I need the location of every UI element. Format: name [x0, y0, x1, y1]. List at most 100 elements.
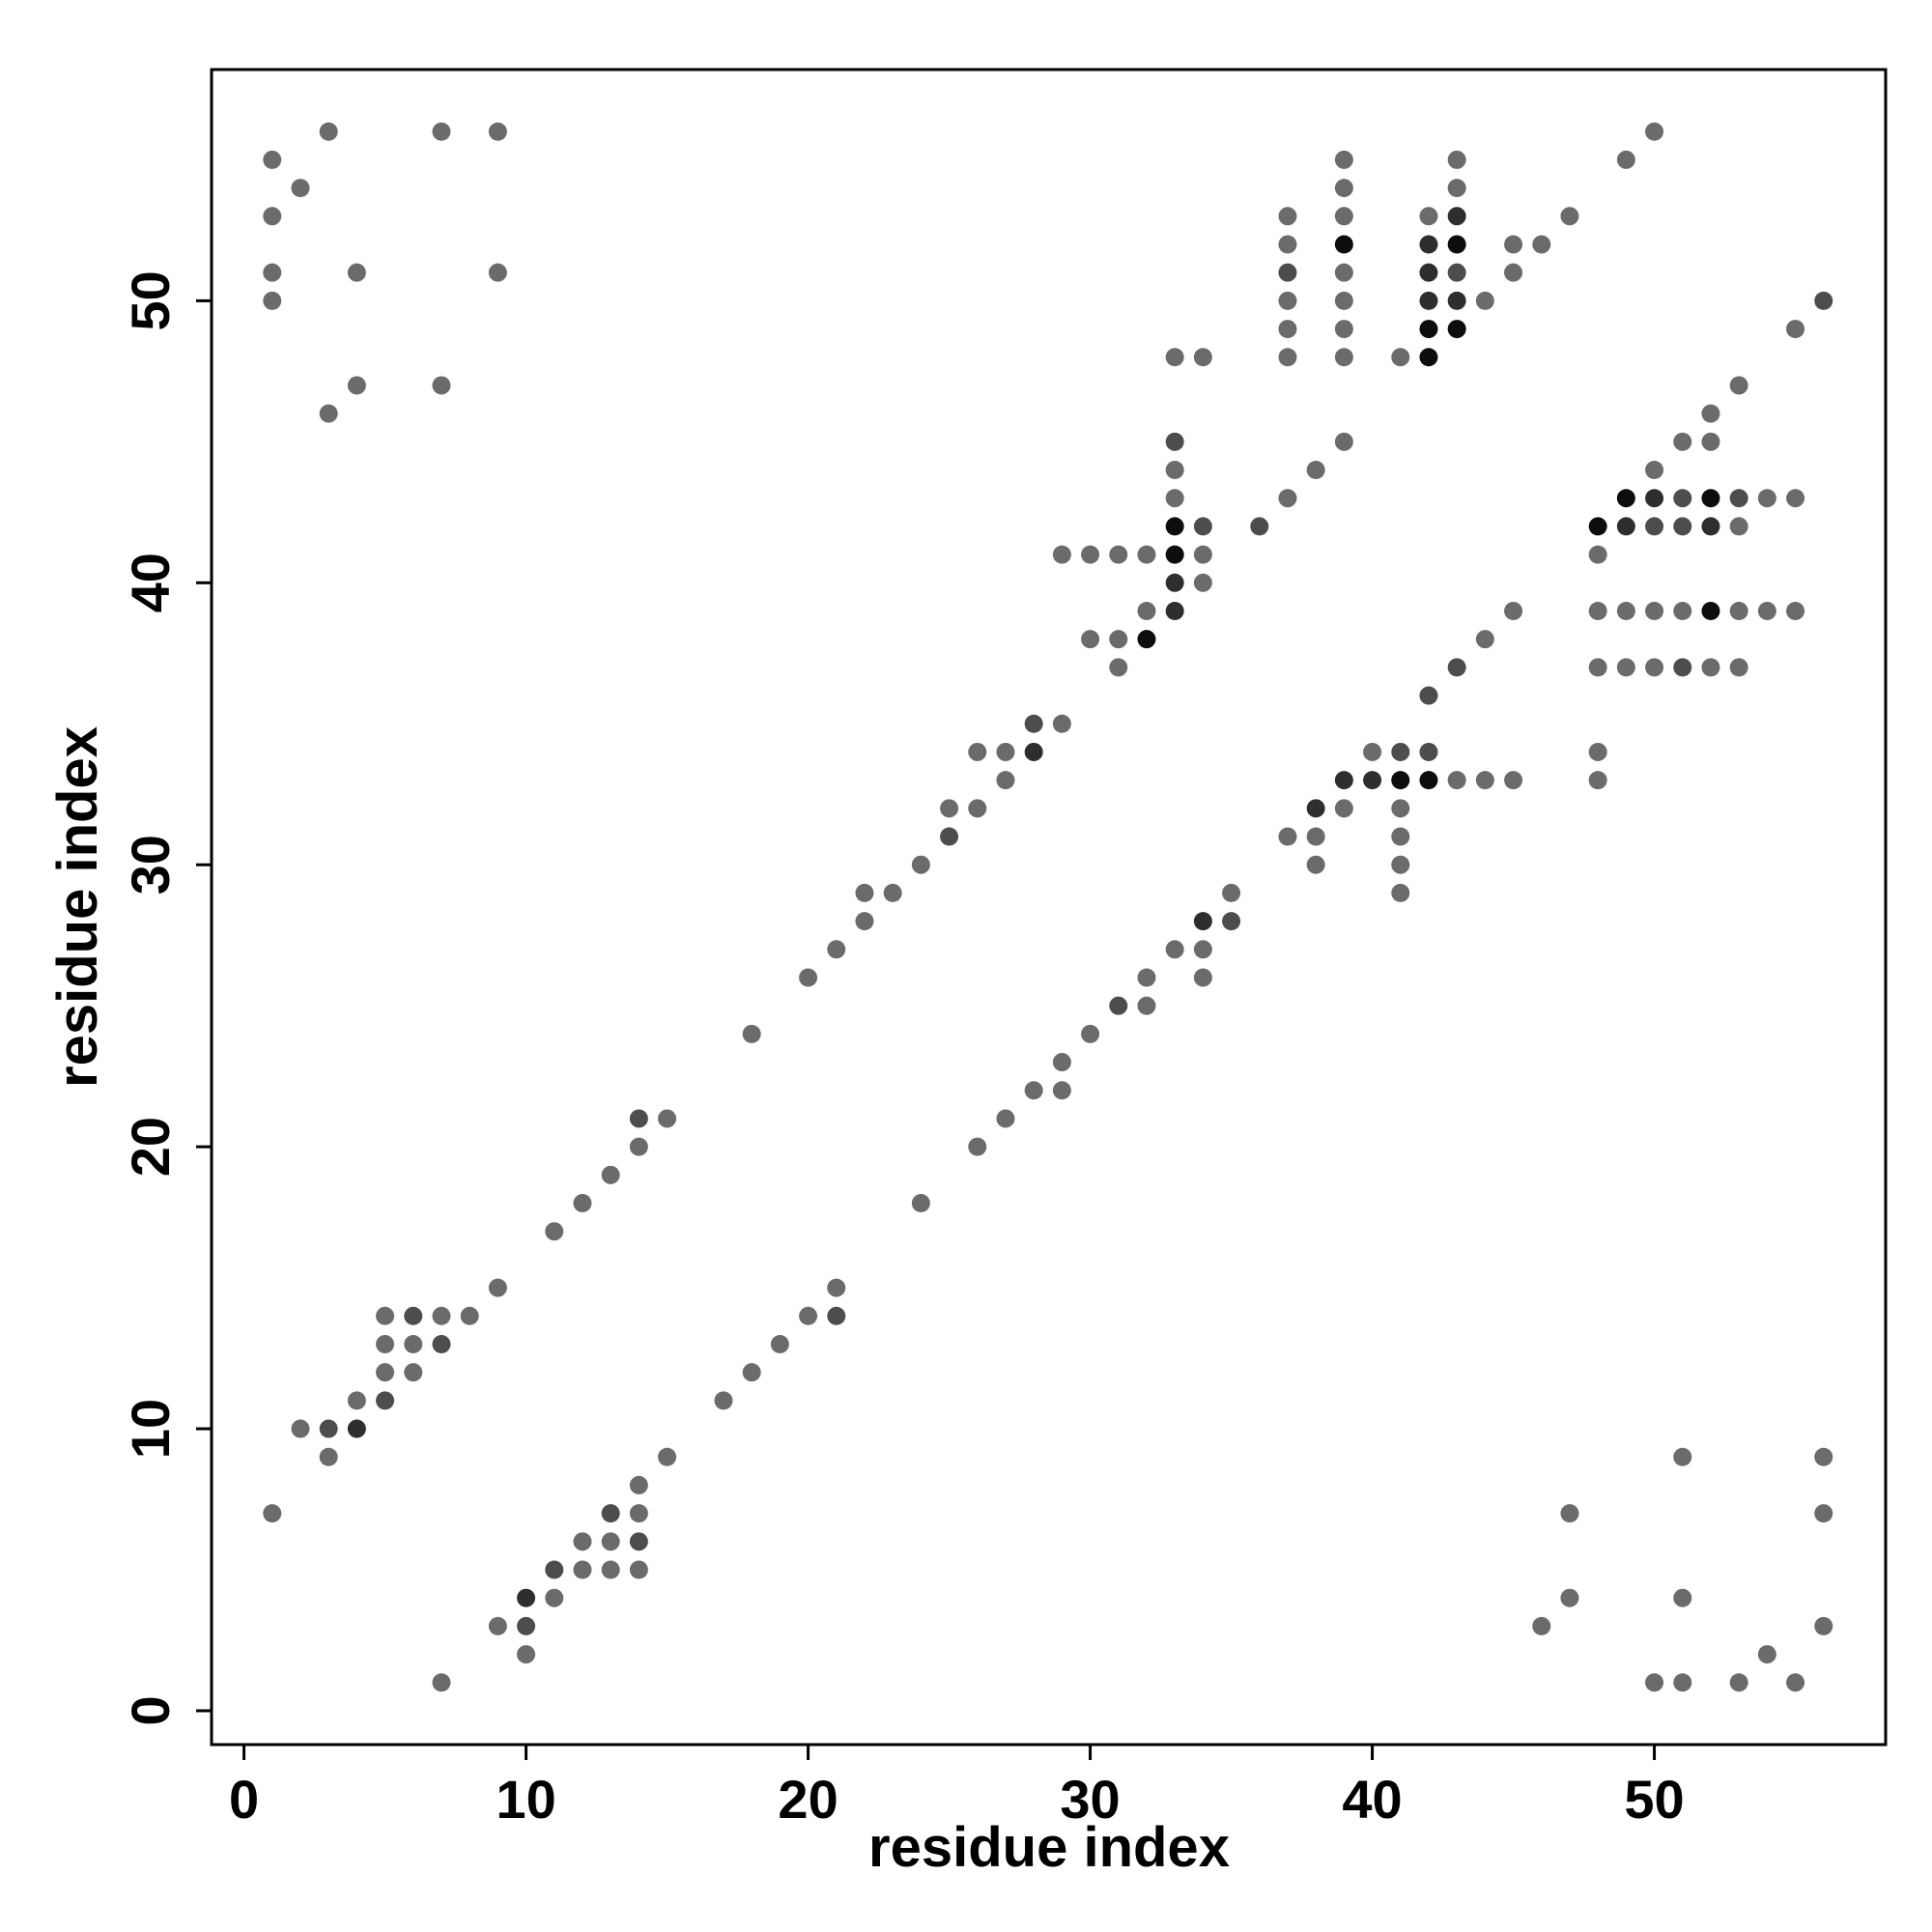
data-point	[940, 827, 959, 846]
x-tick-label: 20	[778, 1769, 838, 1830]
data-point	[1137, 968, 1156, 987]
data-point	[1447, 207, 1466, 226]
data-point	[996, 1109, 1015, 1128]
data-point	[1334, 291, 1353, 310]
data-point	[1701, 601, 1720, 620]
y-tick-label: 30	[120, 835, 181, 895]
data-point	[1391, 742, 1410, 761]
data-point	[1560, 1504, 1579, 1523]
data-point	[1334, 263, 1353, 282]
data-point	[1588, 771, 1607, 790]
data-point	[1419, 686, 1438, 705]
data-point	[263, 1504, 282, 1523]
data-point	[629, 1475, 648, 1494]
data-point	[1278, 263, 1297, 282]
data-point	[1334, 150, 1353, 169]
data-point	[319, 122, 338, 141]
data-point	[1306, 461, 1325, 480]
data-point	[940, 799, 959, 818]
data-point	[1278, 320, 1297, 339]
data-point	[1165, 545, 1184, 564]
data-point	[1588, 545, 1607, 564]
data-point	[291, 179, 310, 198]
data-point	[1334, 771, 1353, 790]
data-point	[1504, 601, 1523, 620]
data-point	[742, 1024, 761, 1043]
data-point	[911, 855, 930, 874]
data-point	[1024, 714, 1043, 733]
data-point	[1786, 320, 1805, 339]
data-point	[545, 1588, 564, 1607]
data-point	[1616, 658, 1635, 677]
x-tick-label: 50	[1624, 1769, 1684, 1830]
y-tick-label: 50	[120, 270, 181, 330]
data-point	[827, 940, 846, 959]
data-point	[573, 1194, 592, 1213]
data-point	[1645, 517, 1664, 536]
data-point	[1278, 827, 1297, 846]
data-point	[742, 1363, 761, 1382]
data-point	[1052, 1081, 1071, 1100]
data-point	[1165, 432, 1184, 451]
data-point	[1701, 489, 1720, 508]
data-point	[432, 122, 451, 141]
data-point	[1278, 348, 1297, 367]
data-point	[1645, 489, 1664, 508]
data-point	[1701, 432, 1720, 451]
data-point	[1729, 1673, 1748, 1692]
data-point	[1024, 742, 1043, 761]
data-point	[629, 1560, 648, 1579]
data-point	[1701, 404, 1720, 423]
data-point	[1419, 235, 1438, 254]
data-point	[1137, 996, 1156, 1015]
data-point	[404, 1363, 423, 1382]
data-point	[1729, 376, 1748, 395]
y-tick-label: 0	[120, 1695, 181, 1725]
data-point	[404, 1306, 423, 1325]
data-point	[1673, 489, 1692, 508]
data-point	[460, 1306, 479, 1325]
data-point	[376, 1334, 395, 1353]
data-point	[1052, 1053, 1071, 1072]
data-point	[1475, 630, 1494, 649]
data-point	[1757, 601, 1776, 620]
data-point	[432, 376, 451, 395]
data-point	[1447, 150, 1466, 169]
data-point	[432, 1306, 451, 1325]
data-point	[1306, 827, 1325, 846]
data-point	[1306, 799, 1325, 818]
data-point	[1278, 489, 1297, 508]
data-point	[855, 883, 874, 902]
data-point	[1447, 235, 1466, 254]
data-point	[517, 1588, 536, 1607]
y-tick-label: 40	[120, 553, 181, 612]
data-point	[1137, 545, 1156, 564]
data-point	[1334, 235, 1353, 254]
data-point	[1673, 658, 1692, 677]
data-point	[1391, 883, 1410, 902]
data-point	[1165, 601, 1184, 620]
data-point	[968, 799, 987, 818]
data-point	[1278, 291, 1297, 310]
data-point	[799, 968, 818, 987]
data-point	[1616, 517, 1635, 536]
data-point	[1165, 348, 1184, 367]
data-point	[1109, 658, 1128, 677]
data-point	[1729, 489, 1748, 508]
data-point	[1645, 658, 1664, 677]
data-point	[1447, 771, 1466, 790]
data-point	[827, 1306, 846, 1325]
data-point	[1673, 517, 1692, 536]
data-point	[629, 1109, 648, 1128]
data-point	[573, 1560, 592, 1579]
data-point	[1645, 461, 1664, 480]
data-point	[1532, 1616, 1551, 1635]
data-point	[1334, 348, 1353, 367]
y-tick-label: 10	[120, 1399, 181, 1459]
data-point	[1193, 912, 1212, 931]
data-point	[601, 1165, 620, 1184]
data-point	[263, 291, 282, 310]
data-point	[1419, 771, 1438, 790]
data-point	[1334, 320, 1353, 339]
data-point	[1701, 517, 1720, 536]
